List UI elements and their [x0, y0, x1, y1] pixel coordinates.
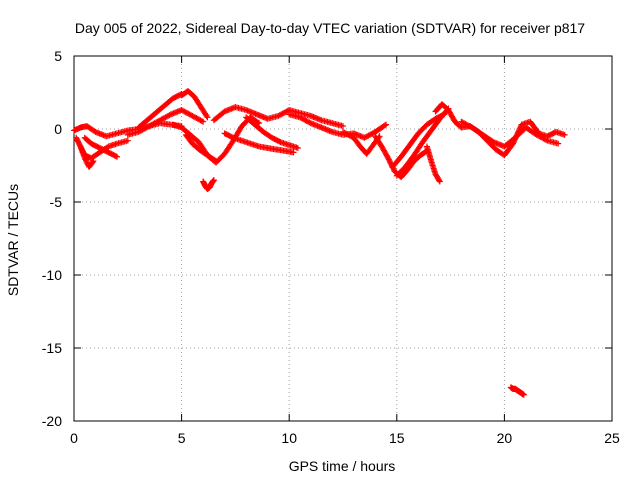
data-point: [520, 391, 527, 398]
data-point: [254, 119, 261, 126]
y-axis-tick-labels: -20 -15 -10 -5 0 5: [42, 48, 62, 429]
data-point: [256, 120, 263, 127]
data-point: [211, 157, 218, 164]
y-tick-label: -10: [42, 267, 62, 283]
data-point: [340, 123, 346, 130]
y-tick-label: 0: [54, 121, 62, 137]
data-point: [436, 177, 443, 184]
data-point: [555, 140, 562, 147]
x-tick-label: 0: [70, 430, 78, 446]
data-point: [114, 153, 121, 160]
data-point: [203, 113, 210, 120]
data-point: [229, 134, 236, 141]
grid-lines: [74, 56, 612, 421]
data-point: [306, 119, 313, 126]
data-point: [166, 112, 173, 119]
data-point: [210, 177, 217, 184]
data-point: [385, 156, 392, 163]
x-axis-label: GPS time / hours: [289, 458, 396, 474]
data-point: [198, 117, 205, 124]
data-point: [276, 138, 283, 145]
y-axis-label: SDTVAR / TECUs: [5, 184, 21, 296]
y-tick-label: 5: [54, 48, 62, 64]
data-point: [381, 122, 388, 129]
x-axis-tick-labels: 0 5 10 15 20 25: [70, 430, 620, 446]
y-tick-label: -20: [42, 413, 62, 429]
data-point: [200, 118, 207, 125]
data-point: [124, 137, 131, 144]
data-point: [385, 155, 392, 162]
data-point: [204, 114, 211, 121]
x-tick-label: 15: [389, 430, 405, 446]
data-point: [517, 124, 524, 131]
data-point: [384, 153, 391, 160]
axis-ticks: [73, 55, 613, 422]
data-point: [387, 159, 394, 166]
chart-title: Day 005 of 2022, Sidereal Day-to-day VTE…: [75, 20, 585, 36]
data-point: [290, 149, 297, 156]
data-point: [436, 178, 443, 185]
data-point: [383, 121, 390, 128]
data-point: [561, 131, 568, 138]
data-point: [543, 136, 550, 143]
x-tick-label: 20: [497, 430, 513, 446]
plot-frame: [73, 55, 613, 422]
y-tick-label: -15: [42, 340, 62, 356]
x-tick-label: 5: [178, 430, 186, 446]
x-tick-label: 10: [281, 430, 297, 446]
data-point: [89, 159, 96, 166]
data-point: [213, 158, 220, 165]
data-point: [90, 158, 97, 165]
x-tick-label: 25: [604, 430, 620, 446]
data-points: [71, 88, 568, 398]
data-point: [386, 157, 393, 164]
data-point: [112, 153, 119, 160]
data-point: [294, 144, 301, 151]
y-tick-label: -5: [50, 194, 63, 210]
